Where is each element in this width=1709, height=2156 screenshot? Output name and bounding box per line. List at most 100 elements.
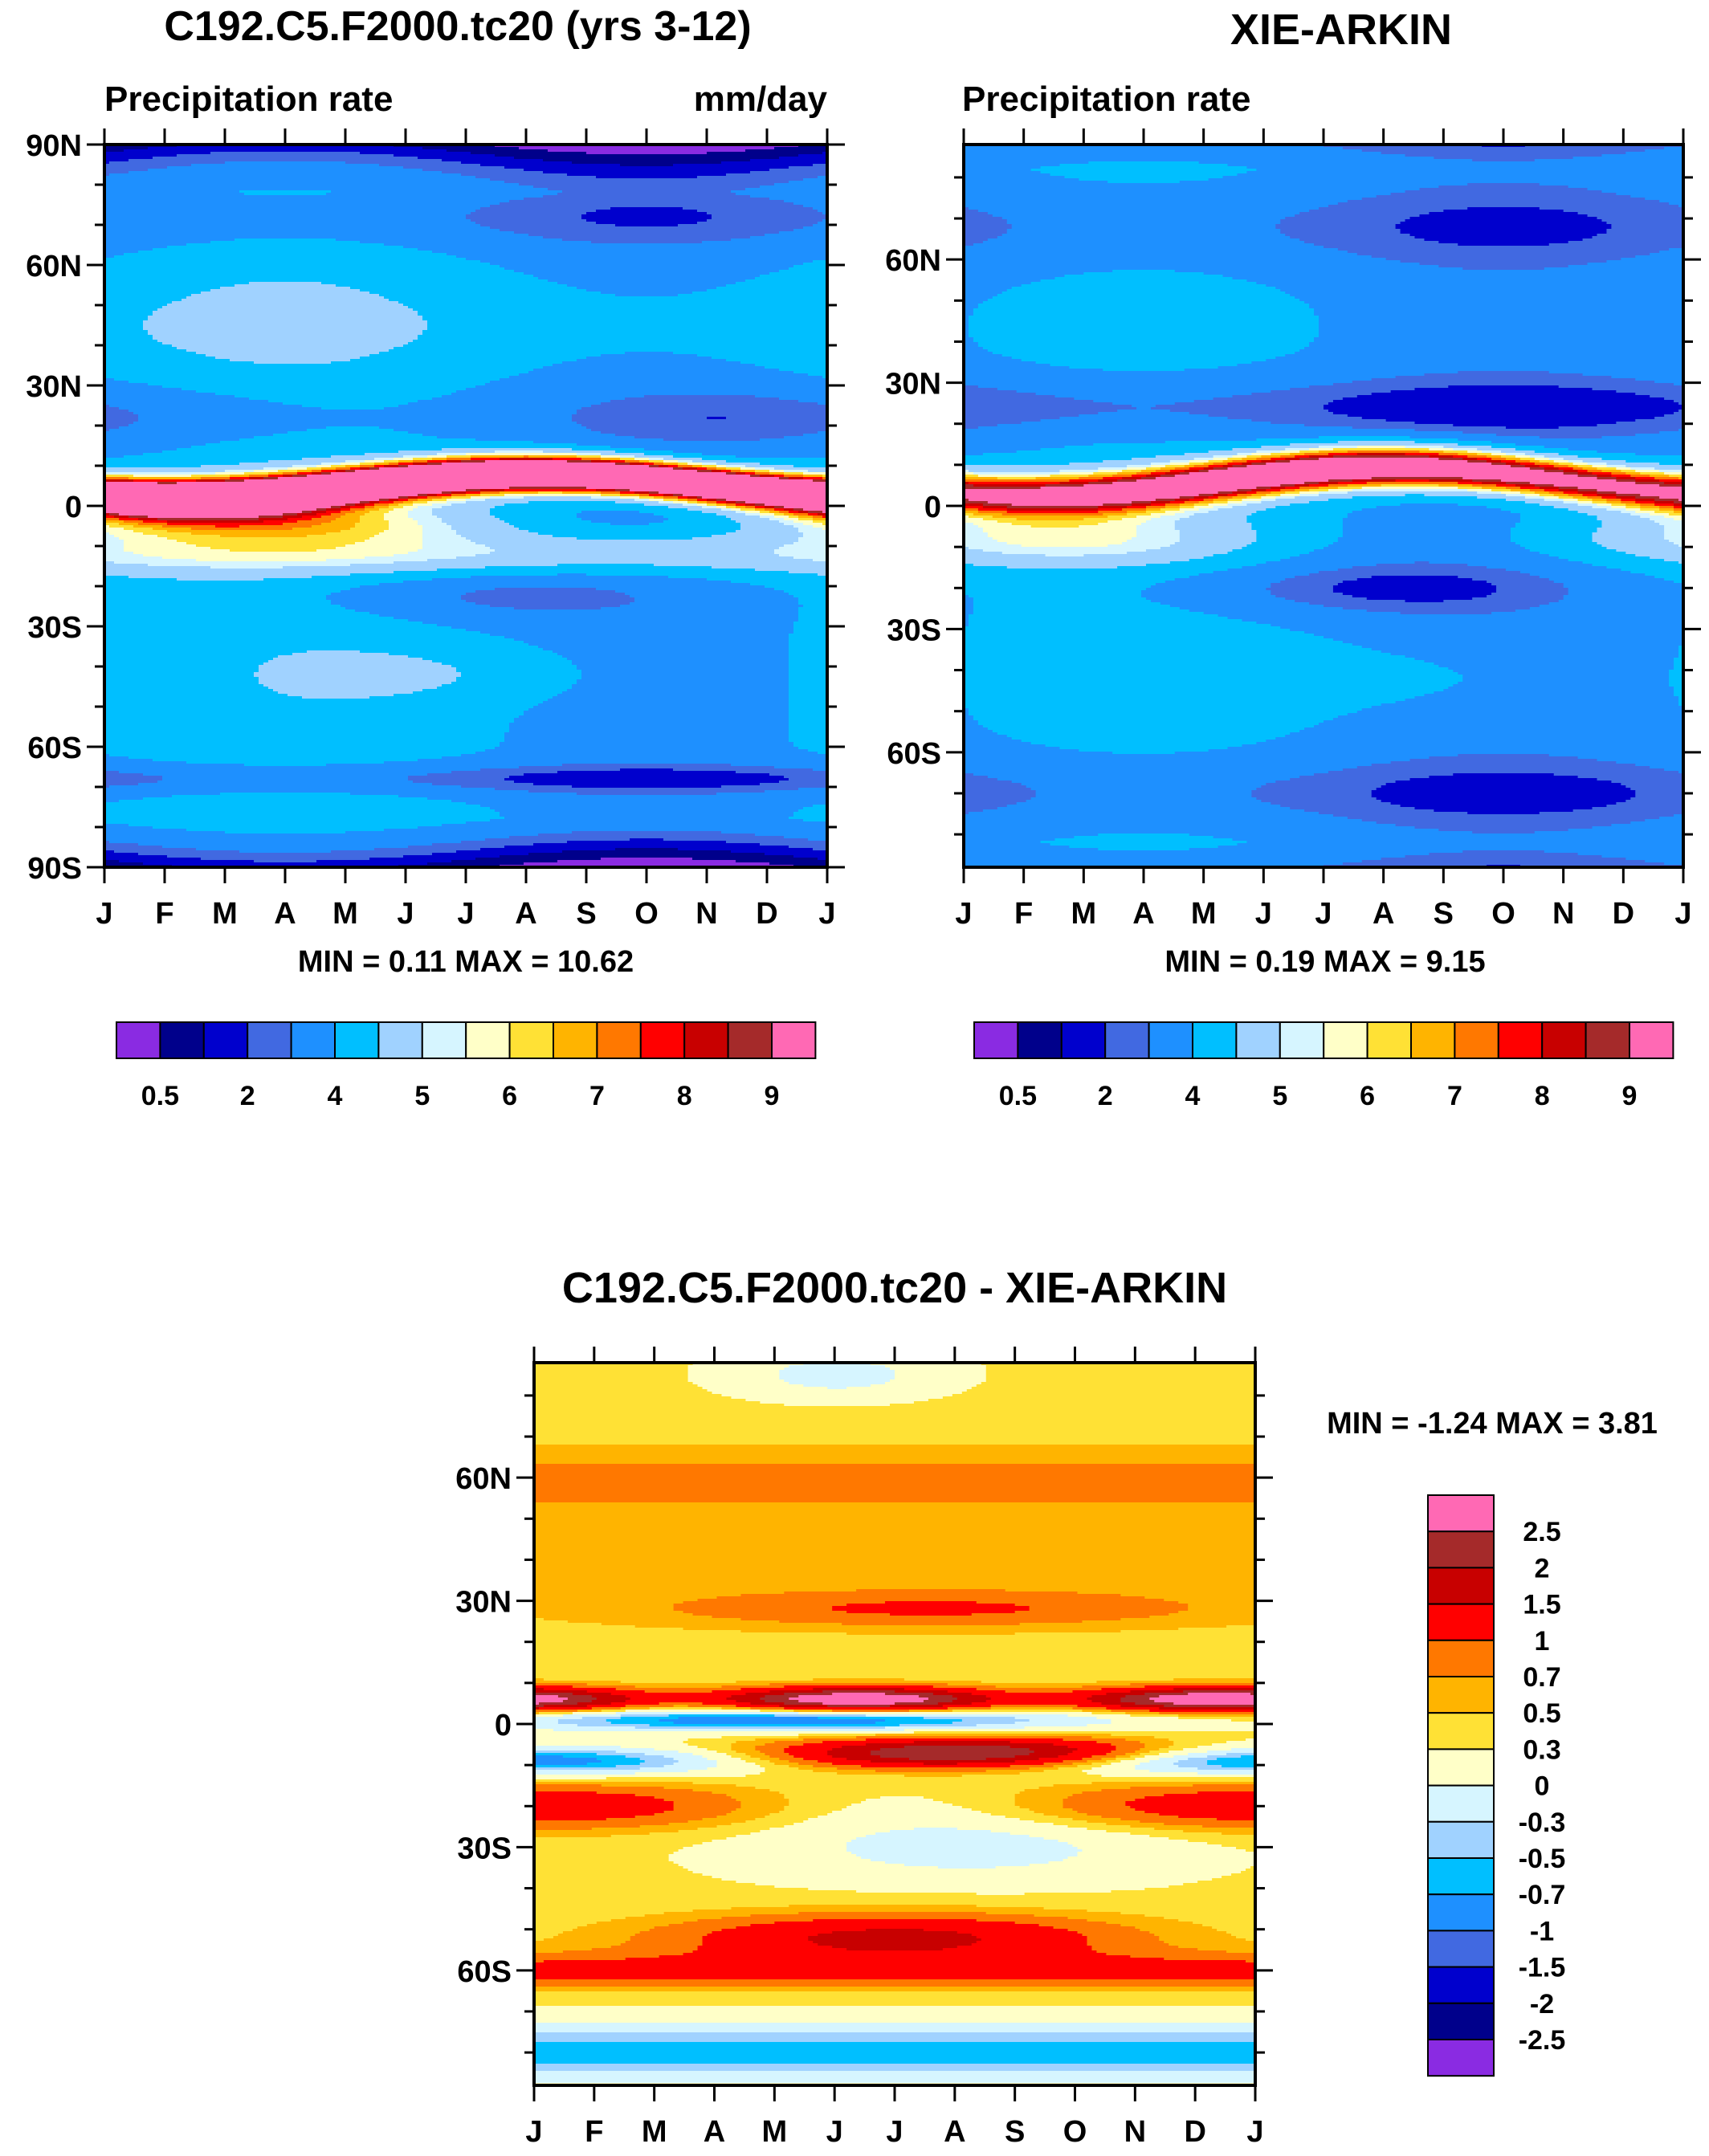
- contour-cell: [673, 1763, 718, 1766]
- contour-cell: [167, 855, 404, 858]
- contour-cell: [109, 405, 303, 408]
- contour-cell: [1231, 1719, 1255, 1722]
- contour-cell: [1395, 224, 1612, 227]
- contour-cell: [663, 463, 679, 466]
- contour-cell: [789, 699, 827, 702]
- contour-cell: [1127, 506, 1147, 509]
- contour-cell: [692, 1382, 789, 1385]
- contour-cell: [1169, 544, 1248, 548]
- contour-cell: [1173, 1702, 1255, 1706]
- contour-cell: [104, 780, 158, 784]
- contour-cell: [128, 576, 312, 579]
- contour-cell: [973, 609, 1190, 613]
- contour-cell: [534, 1512, 1255, 1515]
- contour-cell: [1035, 790, 1252, 793]
- contour-cell: [1183, 1830, 1255, 1833]
- contour-cell: [1275, 287, 1683, 290]
- contour-cell: [1616, 761, 1683, 764]
- contour-cell: [534, 1816, 636, 1819]
- contour-cell: [586, 1690, 646, 1693]
- contour-cell: [374, 463, 390, 466]
- contour-cell: [1553, 773, 1683, 776]
- contour-cell: [697, 176, 818, 179]
- contour-cell: [480, 224, 616, 227]
- contour-cell: [964, 390, 1018, 393]
- contour-cell: [1572, 467, 1584, 471]
- contour-cell: [1621, 569, 1683, 572]
- contour-cell: [394, 554, 476, 557]
- contour-cell: [466, 453, 577, 456]
- contour-cell: [534, 2071, 1255, 2074]
- contour-cell: [534, 1873, 704, 1877]
- contour-cell: [1116, 1758, 1136, 1761]
- contour-cell: [846, 1847, 1079, 1850]
- contour-cell: [968, 499, 1156, 502]
- contour-cell: [442, 496, 452, 499]
- contour-cell: [104, 725, 510, 728]
- contour-cell: [964, 265, 1439, 268]
- contour-cell: [1067, 1746, 1116, 1749]
- contour-cell: [1226, 1753, 1255, 1756]
- contour-cell: [1568, 265, 1683, 268]
- contour-cell: [964, 388, 998, 391]
- contour-cell: [789, 636, 827, 639]
- contour-cell: [1597, 475, 1612, 478]
- contour-cell: [1064, 176, 1224, 179]
- contour-cell: [104, 800, 120, 803]
- contour-cell: [1183, 1883, 1255, 1886]
- contour-cell: [254, 470, 279, 473]
- contour-cell: [1611, 472, 1626, 475]
- contour-cell: [1458, 754, 1550, 757]
- contour-cell: [1227, 458, 1243, 461]
- contour-cell: [591, 405, 827, 408]
- contour-cell: [244, 479, 814, 483]
- contour-cell: [1179, 540, 1257, 543]
- contour-cell: [1169, 1837, 1255, 1840]
- contour-cell: [1332, 718, 1683, 721]
- contour-cell: [964, 790, 1037, 793]
- contour-cell: [104, 855, 168, 858]
- contour-cell: [534, 1623, 602, 1626]
- contour-cell: [803, 475, 823, 478]
- contour-cell: [973, 600, 1152, 603]
- contour-cell: [964, 277, 1056, 280]
- contour-cell: [663, 1755, 704, 1759]
- contour-cell: [964, 171, 1042, 174]
- contour-cell: [964, 366, 1071, 369]
- contour-cell: [1237, 173, 1683, 177]
- contour-cell: [952, 1722, 1016, 1725]
- contour-cell: [964, 152, 1382, 155]
- contour-cell: [634, 436, 785, 439]
- contour-cell: [534, 1808, 675, 1812]
- contour-cell: [1654, 417, 1683, 420]
- contour-cell: [1072, 1818, 1121, 1821]
- contour-cell: [964, 412, 1099, 415]
- contour-cell: [846, 1844, 1074, 1848]
- contour-cell: [1169, 1738, 1246, 1742]
- contour-cell: [903, 1729, 1255, 1732]
- contour-cell: [534, 1864, 679, 1867]
- contour-cell: [1063, 1738, 1126, 1742]
- contour-cell: [721, 470, 732, 473]
- contour-cell: [964, 460, 1103, 463]
- contour-cell: [798, 619, 827, 622]
- contour-cell: [524, 862, 770, 866]
- contour-cell: [534, 1967, 1255, 1971]
- contour-cell: [1332, 383, 1674, 386]
- contour-cell: [1625, 858, 1683, 861]
- contour-cell: [1669, 248, 1683, 251]
- contour-cell: [964, 703, 1382, 707]
- contour-cell: [432, 511, 491, 514]
- contour-cell: [1145, 520, 1176, 524]
- contour-cell: [992, 537, 1132, 540]
- contour-cell: [659, 501, 674, 504]
- contour-cell: [846, 1849, 1083, 1852]
- contour-cell: [1246, 516, 1348, 519]
- contour-cell: [808, 1936, 977, 1939]
- contour-cell: [982, 809, 1305, 813]
- contour-cell: [509, 200, 785, 203]
- contour-cell: [1314, 773, 1454, 776]
- contour-cell: [987, 532, 1137, 536]
- contour-cell: [534, 1461, 1255, 1465]
- contour-cell: [760, 843, 827, 846]
